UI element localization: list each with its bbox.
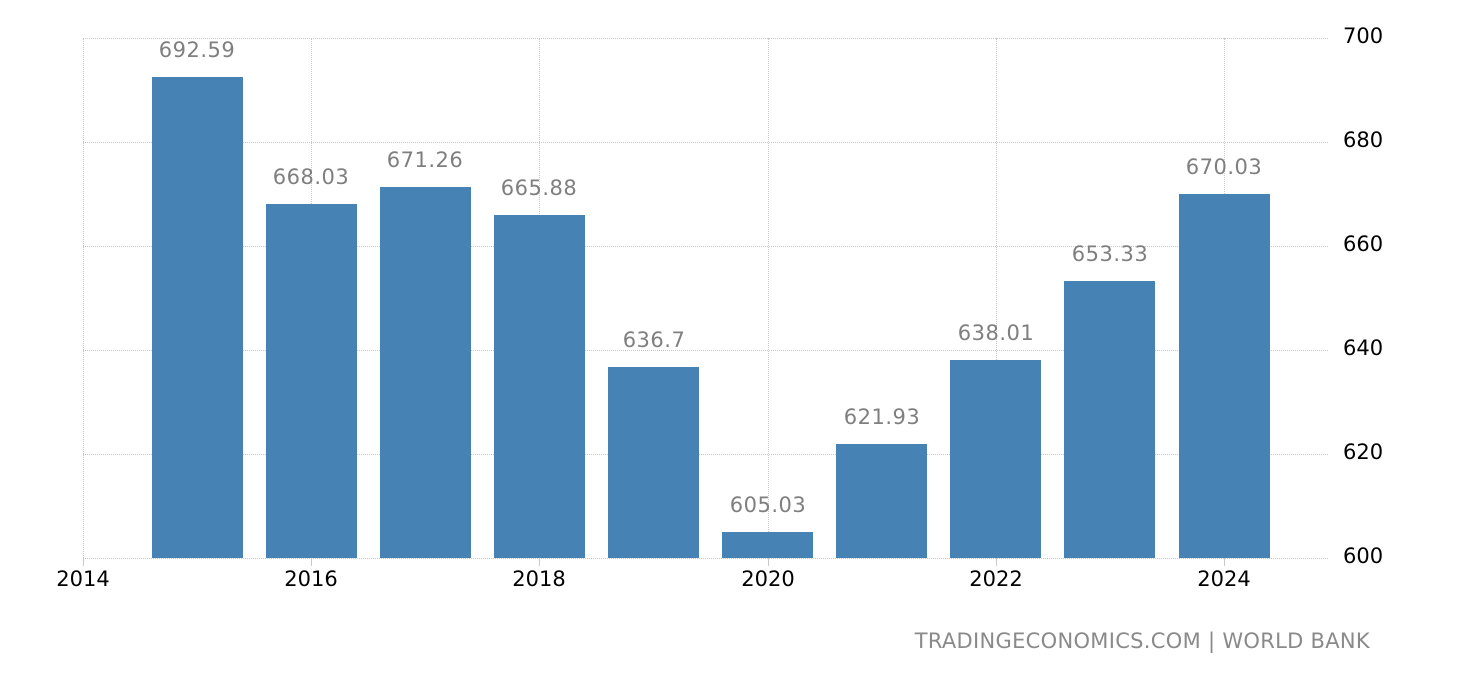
bar-2019[interactable] — [608, 367, 699, 558]
gridline-horizontal — [83, 558, 1328, 559]
value-label-2016: 668.03 — [272, 165, 350, 189]
bar-2020[interactable] — [722, 532, 813, 558]
y-tick-label: 700 — [1343, 24, 1384, 48]
value-label-2024: 670.03 — [1185, 155, 1263, 179]
bar-2016[interactable] — [266, 204, 357, 558]
gridline-horizontal — [83, 246, 1328, 247]
value-label-2021: 621.93 — [843, 405, 921, 429]
x-tick-mark — [311, 558, 312, 566]
value-label-2018: 665.88 — [500, 176, 578, 200]
y-tick-label: 640 — [1343, 336, 1384, 360]
bar-2022[interactable] — [950, 360, 1041, 558]
value-label-2020: 605.03 — [729, 493, 807, 517]
value-label-2017: 671.26 — [386, 148, 464, 172]
value-label-2015: 692.59 — [158, 38, 236, 62]
gridline-horizontal — [83, 454, 1328, 455]
x-tick-mark — [996, 558, 997, 566]
x-tick-mark — [1224, 558, 1225, 566]
y-tick-label: 600 — [1343, 544, 1384, 568]
x-tick-mark — [539, 558, 540, 566]
bar-2024[interactable] — [1179, 194, 1270, 558]
x-tick-label: 2020 — [741, 567, 795, 591]
y-tick-label: 620 — [1343, 440, 1384, 464]
y-tick-label: 660 — [1343, 232, 1384, 256]
bar-2017[interactable] — [380, 187, 471, 558]
value-label-2022: 638.01 — [957, 321, 1035, 345]
x-tick-mark — [768, 558, 769, 566]
x-tick-label: 2018 — [512, 567, 566, 591]
x-tick-label: 2014 — [56, 567, 110, 591]
gridline-vertical — [768, 38, 769, 558]
bar-2015[interactable] — [152, 77, 243, 558]
gridline-horizontal — [83, 38, 1328, 39]
y-tick-label: 680 — [1343, 128, 1384, 152]
gridline-horizontal — [83, 350, 1328, 351]
x-tick-mark — [83, 558, 84, 566]
source-attribution: TRADINGECONOMICS.COM | WORLD BANK — [914, 629, 1370, 653]
bar-2023[interactable] — [1064, 281, 1155, 558]
x-tick-label: 2016 — [284, 567, 338, 591]
bar-2021[interactable] — [836, 444, 927, 558]
gridline-vertical — [996, 38, 997, 558]
x-tick-label: 2024 — [1197, 567, 1251, 591]
x-tick-label: 2022 — [969, 567, 1023, 591]
bar-2018[interactable] — [494, 215, 585, 558]
gridline-vertical — [83, 38, 84, 558]
value-label-2023: 653.33 — [1071, 242, 1149, 266]
value-label-2019: 636.7 — [622, 328, 686, 352]
gridline-horizontal — [83, 142, 1328, 143]
